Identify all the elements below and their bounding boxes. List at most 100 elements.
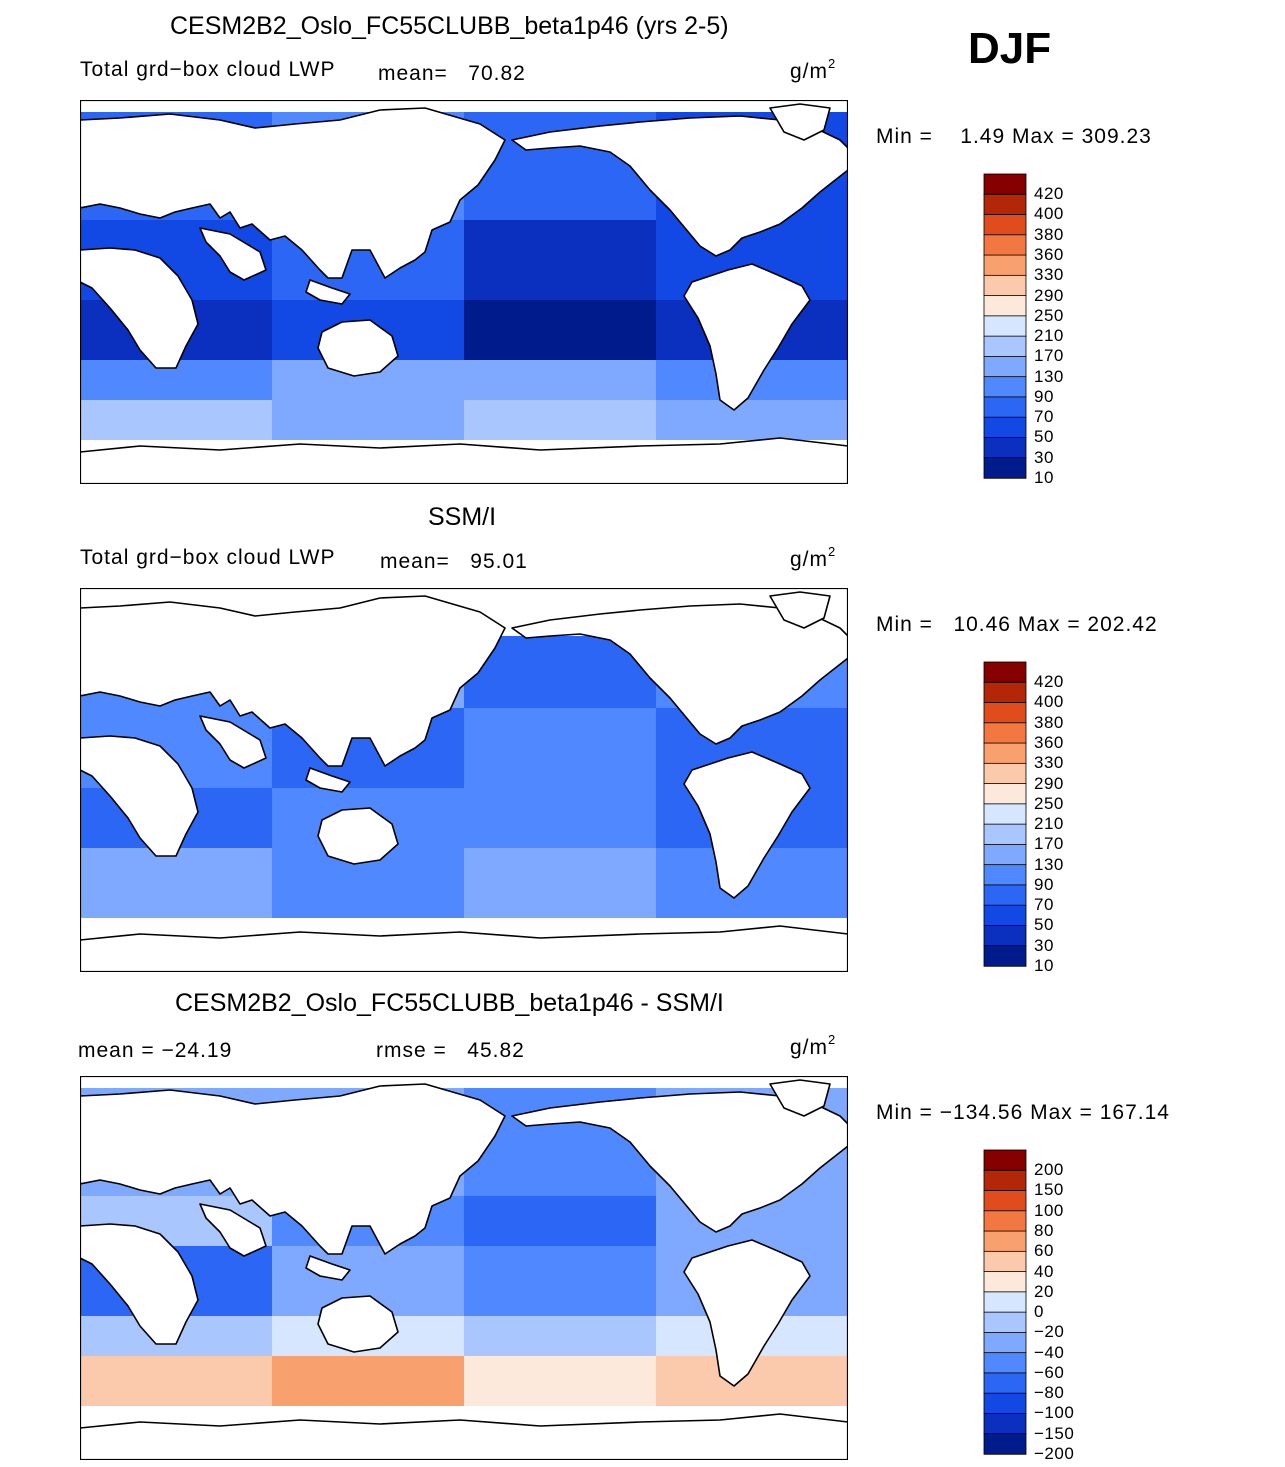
colorbar-tick-label: 210 bbox=[1034, 326, 1064, 345]
colorbar-tick-label: 170 bbox=[1034, 346, 1064, 366]
colorbar-tick-label: 170 bbox=[1034, 834, 1064, 854]
panel-obs-mean: mean= 95.01 bbox=[380, 550, 528, 573]
colorbar-swatch bbox=[983, 884, 1027, 906]
colorbar-tick-label: 400 bbox=[1034, 204, 1064, 224]
colorbar-swatch bbox=[983, 843, 1027, 866]
colorbar-tick-label: 210 bbox=[1034, 814, 1064, 833]
colorbar-swatch bbox=[983, 722, 1027, 744]
colorbar-tick-label: 150 bbox=[1034, 1180, 1064, 1200]
colorbar-swatch bbox=[983, 925, 1027, 947]
ocean-contour-band bbox=[464, 1196, 657, 1246]
colorbar-tick-label: 30 bbox=[1034, 935, 1054, 955]
colorbar-tick-label: 0 bbox=[1034, 1302, 1044, 1321]
coastline-greenland bbox=[769, 1079, 831, 1117]
colorbar-swatch bbox=[983, 355, 1027, 378]
panel-obs-variable: Total grd−box cloud LWP bbox=[80, 546, 336, 569]
colorbar-swatch bbox=[983, 1331, 1027, 1354]
units-power: 2 bbox=[828, 544, 837, 559]
map-svg bbox=[80, 588, 848, 972]
season-label: DJF bbox=[968, 24, 1052, 73]
colorbar-swatch bbox=[983, 661, 1027, 683]
colorbar-tick-label: −100 bbox=[1034, 1403, 1075, 1423]
ocean-contour-band bbox=[464, 1356, 657, 1406]
colorbar-tick-label: 80 bbox=[1034, 1220, 1054, 1240]
colorbar-swatch bbox=[983, 742, 1027, 765]
panel-obs-title: SSM/I bbox=[428, 503, 497, 531]
panel-diff-mean: mean = −24.19 bbox=[78, 1039, 233, 1062]
colorbar-tick-label: 10 bbox=[1034, 955, 1054, 975]
colorbar-svg bbox=[983, 1149, 1027, 1455]
colorbar-swatch bbox=[983, 214, 1027, 236]
colorbar-swatch bbox=[983, 1250, 1027, 1273]
coastline-australia bbox=[317, 1295, 399, 1353]
colorbar-swatch bbox=[983, 945, 1027, 967]
ocean-contour-band bbox=[464, 1316, 657, 1356]
colorbar-tick-label: 60 bbox=[1034, 1241, 1054, 1261]
ocean-contour-band bbox=[464, 360, 657, 400]
colorbar-tick-label: 70 bbox=[1034, 407, 1054, 427]
colorbar-svg bbox=[983, 173, 1027, 479]
colorbar-swatch bbox=[983, 904, 1027, 927]
colorbar-tick-label: −150 bbox=[1034, 1423, 1075, 1443]
colorbar-tick-label: −60 bbox=[1034, 1362, 1065, 1382]
colorbar-tick-label: 290 bbox=[1034, 285, 1064, 305]
panel-diff-title: CESM2B2_Oslo_FC55CLUBB_beta1p46 - SSM/I bbox=[175, 989, 724, 1017]
panel-diff-colorbar: 200 150 100 80 60 40 20 0 −20 −40 −60 −80 −100 −150 −2… bbox=[983, 1149, 1074, 1462]
colorbar-swatch bbox=[983, 254, 1027, 277]
ocean-contour-band bbox=[464, 300, 657, 360]
coastline-south-america bbox=[683, 263, 811, 411]
colorbar-tick-label: 40 bbox=[1034, 1261, 1054, 1281]
colorbar-tick-label: −20 bbox=[1034, 1322, 1065, 1342]
colorbar-tick-label: 330 bbox=[1034, 265, 1064, 285]
ocean-contour-band bbox=[80, 1356, 273, 1406]
panel-obs-map bbox=[80, 588, 848, 972]
colorbar-swatch bbox=[983, 1372, 1027, 1394]
colorbar-swatch bbox=[983, 1230, 1027, 1253]
coastline-north-america bbox=[511, 603, 848, 745]
colorbar-swatch bbox=[983, 762, 1027, 785]
colorbar-swatch bbox=[983, 457, 1027, 479]
panel-obs-units: g/m2 bbox=[790, 544, 837, 572]
colorbar-tick-label: 290 bbox=[1034, 773, 1064, 793]
colorbar-tick-label: −40 bbox=[1034, 1342, 1065, 1362]
coastline-antarctica bbox=[80, 1413, 848, 1460]
panel-model-units: g/m2 bbox=[790, 56, 836, 84]
ocean-contour-band bbox=[80, 400, 273, 440]
panel-model-mean: mean= 70.82 bbox=[378, 62, 526, 85]
coastline-maritime-continent bbox=[305, 279, 351, 305]
colorbar-swatch bbox=[983, 396, 1027, 418]
panel-diff-units: g/m2 bbox=[790, 1032, 836, 1060]
colorbar-tick-label: 400 bbox=[1034, 692, 1064, 712]
units-text: g/m bbox=[790, 548, 829, 571]
coastline-north-america bbox=[511, 1091, 848, 1233]
coastline-maritime-continent bbox=[305, 1255, 351, 1281]
panel-model-title: CESM2B2_Oslo_FC55CLUBB_beta1p46 (yrs 2-5… bbox=[170, 12, 729, 40]
colorbar-swatch bbox=[983, 864, 1027, 886]
colorbar-swatch bbox=[983, 416, 1027, 439]
colorbar-swatch bbox=[983, 1149, 1027, 1171]
colorbar-swatch bbox=[983, 823, 1027, 846]
colorbar-swatch bbox=[983, 437, 1027, 459]
units-text: g/m bbox=[790, 1036, 829, 1059]
colorbar-tick-label: 360 bbox=[1034, 244, 1064, 264]
coastline-south-america bbox=[683, 751, 811, 899]
panel-model-variable: Total grd−box cloud LWP bbox=[80, 58, 336, 81]
ocean-contour-band bbox=[272, 1356, 465, 1406]
colorbar-tick-label: 420 bbox=[1034, 184, 1064, 204]
colorbar-swatch bbox=[983, 1433, 1027, 1455]
coastline-arabia bbox=[199, 715, 267, 769]
colorbar-swatch bbox=[983, 681, 1027, 704]
colorbar-tick-label: 130 bbox=[1034, 366, 1064, 386]
coastline-arabia bbox=[199, 1203, 267, 1257]
colorbar-tick-label: 30 bbox=[1034, 447, 1054, 467]
colorbar-swatch bbox=[983, 1413, 1027, 1435]
ocean-contour-band bbox=[464, 220, 657, 300]
coastline-greenland bbox=[769, 103, 831, 141]
map-svg bbox=[80, 1076, 848, 1460]
colorbar-tick-label: 10 bbox=[1034, 467, 1054, 487]
map-frame bbox=[80, 100, 848, 484]
colorbar-swatch bbox=[983, 193, 1027, 216]
ocean-contour-band bbox=[464, 1246, 657, 1316]
coastline-australia bbox=[317, 319, 399, 377]
colorbar-tick-label: 250 bbox=[1034, 793, 1064, 813]
